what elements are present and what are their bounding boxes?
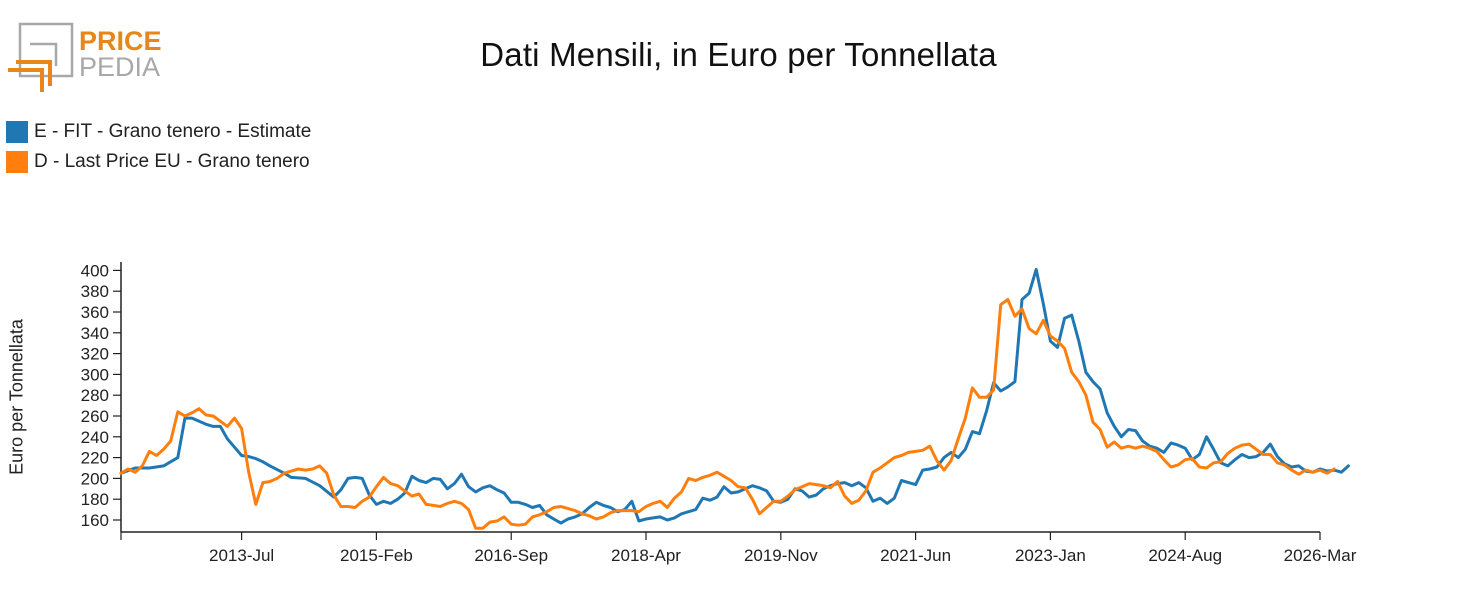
y-tick-label: 200 [81, 469, 109, 488]
x-tick-label: 2019-Nov [744, 546, 818, 565]
legend-item-estimate[interactable]: E - FIT - Grano tenero - Estimate [6, 119, 311, 145]
x-tick-label: 2018-Apr [611, 546, 681, 565]
legend-swatch-orange [6, 151, 28, 173]
x-tick-label: 2023-Jan [1015, 546, 1086, 565]
chart-title: Dati Mensili, in Euro per Tonnellata [480, 36, 997, 73]
y-tick-label: 160 [81, 511, 109, 530]
y-tick-label: 280 [81, 386, 109, 405]
x-tick-label: 2015-Feb [340, 546, 413, 565]
y-tick-label: 360 [81, 303, 109, 322]
y-tick-label: 240 [81, 428, 109, 447]
legend-item-last-price[interactable]: D - Last Price EU - Grano tenero [6, 149, 310, 175]
y-tick-label: 180 [81, 490, 109, 509]
series-line-estimate [119, 267, 1350, 525]
y-tick-label: 320 [81, 345, 109, 364]
y-tick-label: 340 [81, 324, 109, 343]
y-tick-label: 220 [81, 449, 109, 468]
x-tick-label: 2016-Sep [474, 546, 548, 565]
legend-label-estimate: E - FIT - Grano tenero - Estimate [34, 121, 312, 142]
y-tick-label: 400 [81, 261, 109, 280]
x-tick-label: 2013-Jul [209, 546, 274, 565]
pricepedia-logo: PRICE PEDIA [8, 22, 162, 92]
x-tick-label: 2024-Aug [1148, 546, 1222, 565]
series-line-last-price [119, 298, 1336, 530]
legend-label-last-price: D - Last Price EU - Grano tenero [34, 151, 310, 172]
y-tick-label: 380 [81, 282, 109, 301]
x-tick-label: 2021-Jun [880, 546, 951, 565]
logo-text-price: PRICE [79, 26, 162, 56]
logo-text-pedia: PEDIA [79, 52, 160, 82]
y-tick-label: 260 [81, 407, 109, 426]
y-tick-label: 300 [81, 365, 109, 384]
legend-swatch-blue [6, 121, 28, 143]
x-tick-label: 2026-Mar [1284, 546, 1357, 565]
